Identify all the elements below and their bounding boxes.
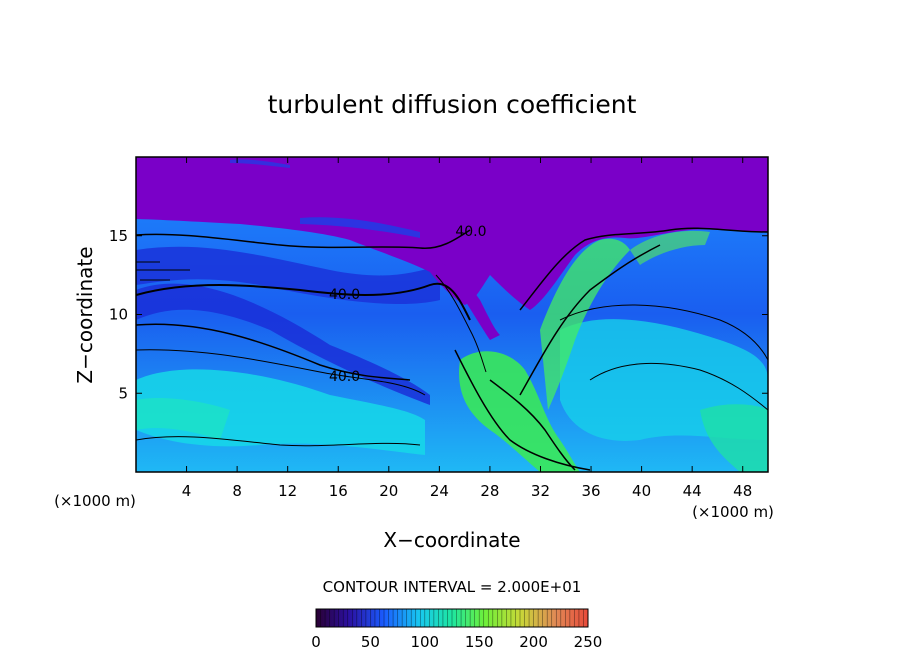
contour-line-11 xyxy=(519,244,661,396)
contour-line-4 xyxy=(136,349,426,396)
upper-layer xyxy=(136,157,768,310)
y-tick-label: 15 xyxy=(109,227,128,245)
contour-label: 40.0 xyxy=(329,369,360,385)
x-tick-label: 28 xyxy=(480,482,499,500)
green-core xyxy=(459,351,580,472)
upper-streak-1 xyxy=(300,217,420,238)
x-tick-label: 44 xyxy=(683,482,702,500)
y-axis-label: Z−coordinate xyxy=(73,246,97,383)
x-tick-label: 4 xyxy=(182,482,192,500)
x-tick-label: 8 xyxy=(232,482,242,500)
contour-line-10 xyxy=(589,363,768,411)
y-tick-label: 5 xyxy=(118,384,128,402)
x-unit-label-right: (×1000 m) xyxy=(692,503,774,521)
y-axis-ticks: 5 10 15 xyxy=(109,227,768,402)
y-tick-label: 10 xyxy=(109,306,128,324)
colorbar-tick-label: 200 xyxy=(519,633,548,651)
contour-interval-text: CONTOUR INTERVAL = 2.000E+01 xyxy=(323,578,582,596)
teal-region-bottom xyxy=(136,398,230,440)
contour-line-8 xyxy=(489,379,576,471)
x-tick-label: 36 xyxy=(581,482,600,500)
dark-band-2 xyxy=(136,246,440,305)
contour-label: 40.0 xyxy=(329,287,360,303)
contour-line-9 xyxy=(559,304,768,361)
colorbar-tick-label: 100 xyxy=(410,633,439,651)
x-tick-label: 20 xyxy=(379,482,398,500)
contour-labels: 40.0 40.0 40.0 xyxy=(329,224,487,385)
colorbar: 0 50 100 150 200 250 xyxy=(311,608,602,651)
colorbar-stripes xyxy=(320,609,584,627)
x-tick-label: 16 xyxy=(329,482,348,500)
colorbar-tick-label: 250 xyxy=(574,633,603,651)
x-tick-label: 12 xyxy=(278,482,297,500)
x-axis-ticks: 4 8 12 16 20 24 28 32 36 40 44 48 xyxy=(182,157,752,500)
chart-title: turbulent diffusion coefficient xyxy=(268,90,637,119)
contour-line-13 xyxy=(136,261,190,281)
colorbar-tick-label: 50 xyxy=(361,633,380,651)
contour-line-2 xyxy=(136,282,471,321)
dark-band-1 xyxy=(136,283,430,405)
colorbar-tick-label: 0 xyxy=(311,633,321,651)
x-tick-label: 40 xyxy=(632,482,651,500)
contour-lines xyxy=(136,227,768,471)
colorbar-tick-label: 150 xyxy=(465,633,494,651)
colorbar-tick-labels: 0 50 100 150 200 250 xyxy=(311,633,602,651)
green-upper-right xyxy=(630,230,710,265)
contour-line-6 xyxy=(519,227,768,311)
contour-line-5 xyxy=(136,436,421,447)
contour-line-12 xyxy=(435,274,487,373)
teal-region-right xyxy=(700,404,768,472)
x-axis-label: X−coordinate xyxy=(383,528,520,552)
x-tick-label: 48 xyxy=(733,482,752,500)
green-plume xyxy=(540,238,630,410)
contour-line-7 xyxy=(454,349,591,471)
colorbar-frame xyxy=(315,608,589,628)
x-unit-label-left: (×1000 m) xyxy=(54,492,136,510)
purple-tongue xyxy=(440,262,500,340)
contour-label: 40.0 xyxy=(455,224,486,240)
x-tick-label: 32 xyxy=(531,482,550,500)
contour-line-3 xyxy=(136,323,411,381)
upper-streak-2 xyxy=(230,159,290,168)
contour-line-1 xyxy=(136,229,471,249)
x-tick-label: 24 xyxy=(430,482,449,500)
heatmap-field xyxy=(136,157,768,472)
